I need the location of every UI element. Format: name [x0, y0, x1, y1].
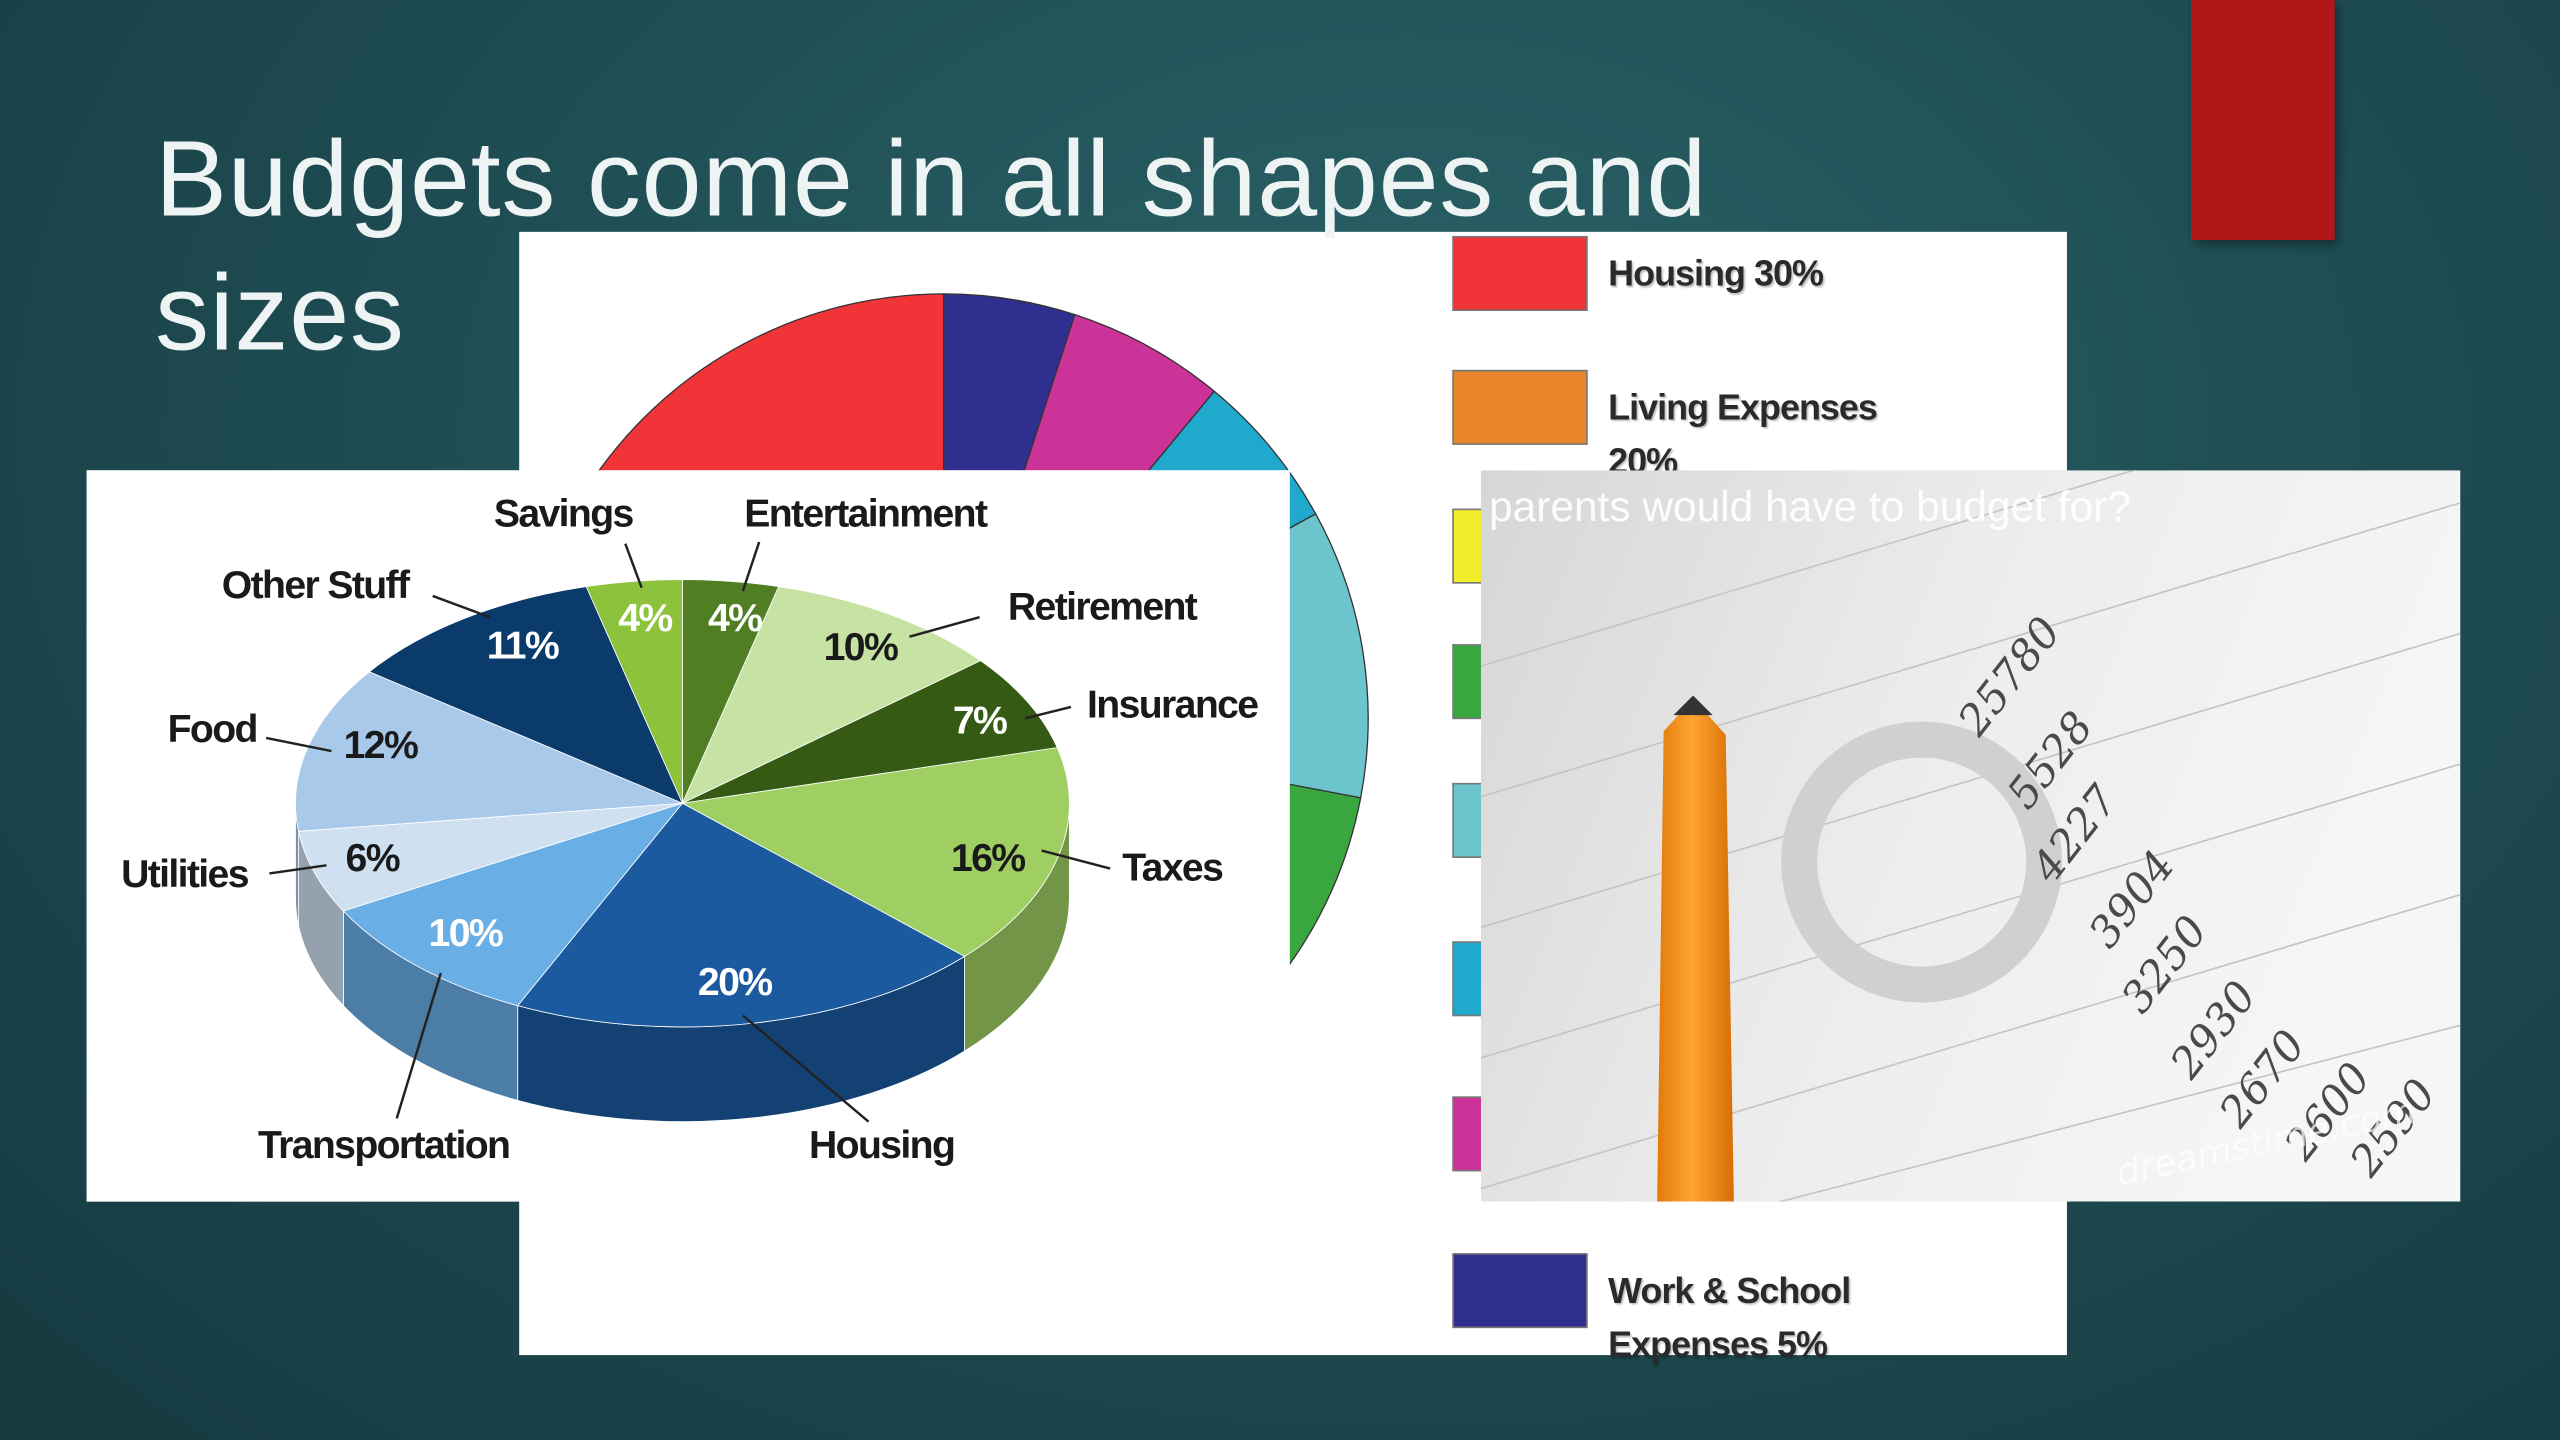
- category-label: Savings: [494, 492, 634, 535]
- legend-swatch: [1452, 1253, 1588, 1329]
- legend-label: Housing 30%: [1608, 253, 1824, 294]
- pie-slice: [368, 586, 684, 805]
- leader-line: [1041, 849, 1111, 870]
- legend-swatch: [1452, 235, 1588, 312]
- value-label: 12%: [344, 724, 418, 767]
- pie-slice: [681, 747, 1070, 957]
- pie-slice: [681, 586, 982, 805]
- category-label: Taxes: [1122, 847, 1223, 890]
- leader-line: [395, 972, 442, 1119]
- value-label: 7%: [953, 700, 1007, 743]
- pie-slice: [516, 802, 966, 1028]
- category-label: Food: [168, 708, 257, 751]
- budget-photo: 25780 5528 4227 3904 3250 2930 2670 2600 2590 dre…: [1480, 470, 2461, 1202]
- value-label: 4%: [708, 597, 762, 640]
- value-label: 10%: [429, 912, 503, 955]
- leader-line: [1025, 705, 1072, 720]
- pie3d-chart: Entertainment 4% Retirement 10% Insurance 7% T…: [121, 492, 1260, 1167]
- leader-line: [269, 864, 327, 875]
- pie-slice: [585, 579, 683, 804]
- category-label: Insurance: [1087, 683, 1258, 726]
- value-label: 4%: [618, 597, 672, 640]
- category-label: Utilities: [121, 853, 249, 896]
- category-label: Other Stuff: [222, 564, 411, 607]
- pencil-tip: [1673, 695, 1713, 716]
- pie-slice: [295, 671, 683, 832]
- paper-lines: [1480, 470, 2461, 1202]
- pie-slice: [682, 660, 1058, 804]
- accent-bar: [2191, 0, 2335, 240]
- slide-caption: parents would have to budget for?: [1488, 481, 2131, 531]
- watermark-swirl: [1781, 721, 2063, 1003]
- legend-swatch: [1452, 369, 1588, 445]
- pie3d-chart-card: Entertainment 4% Retirement 10% Insurance 7% T…: [86, 470, 1290, 1202]
- category-label: Retirement: [1008, 585, 1198, 628]
- paper: [1480, 470, 2461, 1202]
- value-label: 20%: [698, 961, 772, 1004]
- category-label: Transportation: [258, 1124, 509, 1167]
- category-label: Housing: [809, 1124, 954, 1167]
- leader-line: [742, 1014, 870, 1123]
- legend-label: Living Expenses 20%: [1608, 386, 1878, 482]
- leader-line: [909, 615, 980, 638]
- value-label: 10%: [824, 626, 898, 669]
- leader-line: [432, 594, 491, 619]
- leader-line: [624, 543, 643, 589]
- value-label: 16%: [951, 837, 1025, 880]
- legend-label: Work & School Expenses 5%: [1608, 1270, 1851, 1365]
- photo-drawing: 2578055284227390432502930267026002590dre…: [1480, 470, 2461, 1202]
- pie-slice: [298, 802, 683, 912]
- leader-line: [741, 541, 761, 592]
- category-label: Entertainment: [744, 492, 988, 535]
- value-label: 11%: [487, 625, 559, 668]
- pencil: [1657, 698, 1734, 1202]
- leader-line: [265, 736, 332, 753]
- pie-slice: [342, 802, 684, 1007]
- value-label: 6%: [346, 837, 400, 880]
- slide-title: Budgets come in all shapes and sizes: [155, 117, 1708, 373]
